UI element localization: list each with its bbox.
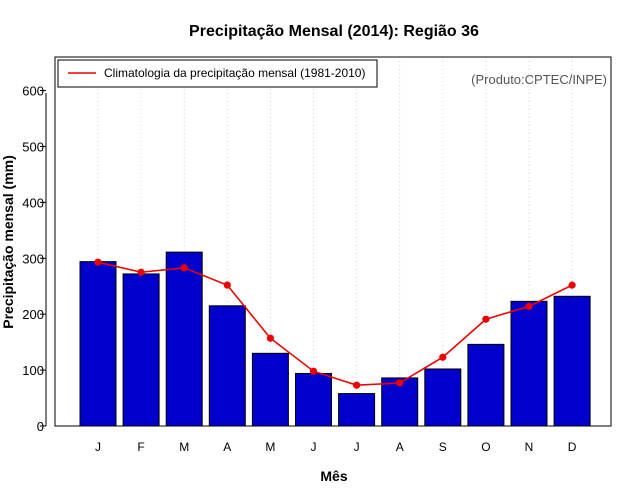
y-tick-label-100: 100 xyxy=(22,363,44,378)
y-tick-label-300: 300 xyxy=(22,251,44,266)
y-axis: 0 100 200 300 400 500 600 xyxy=(22,84,47,434)
x-tick-label-9: S xyxy=(439,440,447,454)
climatology-point-1 xyxy=(94,258,102,266)
y-tick-label-0: 0 xyxy=(37,419,44,434)
y-tick-label-200: 200 xyxy=(22,307,44,322)
bar-11 xyxy=(510,300,548,427)
credit-annotation: (Produto:CPTEC/INPE) xyxy=(471,72,607,87)
bar-1 xyxy=(79,261,117,427)
x-tick-label-11: N xyxy=(525,440,534,454)
x-tick-label-4: A xyxy=(223,440,231,454)
climatology-point-3 xyxy=(180,264,188,272)
x-tick-label-10: O xyxy=(481,440,490,454)
climatology-point-10 xyxy=(482,315,490,323)
y-axis-label: Precipitação mensal (mm) xyxy=(0,155,16,329)
legend-entry-climatology: Climatologia da precipitação mensal (198… xyxy=(104,66,365,80)
bar-7 xyxy=(338,393,376,427)
legend: Climatologia da precipitação mensal (198… xyxy=(57,59,378,88)
y-tick-label-600: 600 xyxy=(22,84,44,99)
x-tick-label-5: M xyxy=(265,440,275,454)
bar-12 xyxy=(553,295,591,427)
bar-9 xyxy=(424,368,462,427)
chart-title: Precipitação Mensal (2014): Região 36 xyxy=(189,23,479,40)
x-tick-label-2: F xyxy=(137,440,144,454)
bar-6 xyxy=(295,372,332,427)
vertical-gridlines xyxy=(97,57,573,426)
climatology-point-8 xyxy=(396,379,404,387)
climatology-point-6 xyxy=(309,367,318,375)
bar-2 xyxy=(122,273,160,427)
climatology-point-7 xyxy=(353,381,361,389)
bar-10 xyxy=(467,343,505,427)
x-tick-label-3: M xyxy=(179,440,189,454)
climatology-point-4 xyxy=(223,281,231,289)
x-tick-label-12: D xyxy=(568,440,577,454)
climatology-points xyxy=(94,258,576,389)
climatology-point-12 xyxy=(568,281,576,289)
bar-5 xyxy=(251,352,289,427)
x-tick-label-8: A xyxy=(396,440,404,454)
climatology-point-5 xyxy=(266,334,274,342)
bar-4 xyxy=(208,305,246,427)
x-tick-label-7: J xyxy=(354,440,360,454)
bar-3 xyxy=(165,251,203,427)
climatology-point-2 xyxy=(137,268,145,276)
y-tick-label-400: 400 xyxy=(22,195,44,210)
bar-series xyxy=(79,251,591,427)
plot-frame xyxy=(54,56,612,427)
climatology-line xyxy=(97,261,573,386)
climatology-point-11 xyxy=(525,302,533,310)
climatology-line-series xyxy=(97,261,573,386)
x-axis-label: Mês xyxy=(320,468,347,484)
x-tick-label-1: J xyxy=(95,440,101,454)
climatology-point-9 xyxy=(439,353,447,361)
x-tick-label-6: J xyxy=(311,440,317,454)
y-tick-label-500: 500 xyxy=(22,139,44,154)
legend-box xyxy=(57,59,378,88)
